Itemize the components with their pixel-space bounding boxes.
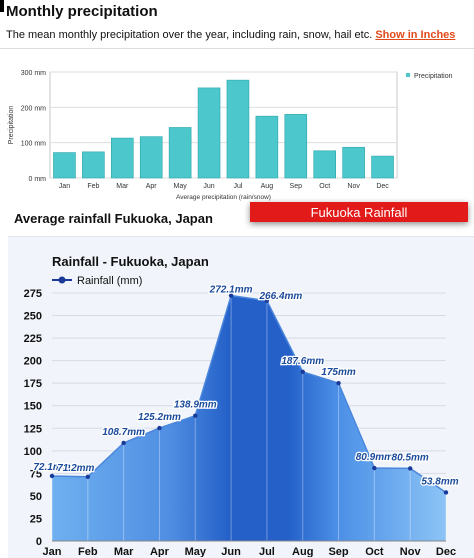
x-tick-label: Mar bbox=[116, 183, 129, 190]
y-tick-label: 175 bbox=[24, 378, 42, 390]
section-title: Average rainfall Fukuoka, Japan bbox=[14, 211, 213, 226]
x-tick-label: May bbox=[185, 546, 207, 557]
subtitle-line: The mean monthly precipitation over the … bbox=[6, 29, 455, 41]
y-tick-label: 225 bbox=[24, 333, 42, 345]
precipitation-bar-chart: 0 mm 100 mm 200 mm 300 mm Jan Feb Mar Apr May Jun… bbox=[8, 70, 453, 201]
bar bbox=[168, 127, 192, 179]
x-tick-label: Dec bbox=[436, 546, 456, 557]
x-tick-label: Apr bbox=[146, 183, 158, 190]
subtitle-text: The mean monthly precipitation over the … bbox=[6, 29, 373, 41]
data-label: 272.1mm bbox=[209, 285, 253, 296]
legend-swatch bbox=[406, 73, 410, 77]
bar bbox=[226, 79, 250, 179]
y-tick-label: 200 mm bbox=[21, 105, 46, 112]
x-tick-label: Oct bbox=[365, 546, 384, 557]
bar bbox=[111, 137, 134, 179]
x-tick-label: Jun bbox=[203, 183, 214, 190]
x-tick-label: Jan bbox=[43, 546, 62, 557]
chart-title: Rainfall - Fukuoka, Japan bbox=[52, 254, 209, 269]
data-point bbox=[49, 473, 55, 479]
legend-label: Rainfall (mm) bbox=[77, 275, 142, 287]
bar bbox=[139, 136, 163, 179]
divider bbox=[0, 48, 474, 49]
y-tick-label: 250 bbox=[24, 311, 42, 323]
x-tick-label: Jul bbox=[233, 183, 242, 190]
x-tick-label: Feb bbox=[78, 546, 98, 557]
data-label: 138.9mm bbox=[174, 400, 217, 411]
legend-label: Precipitation bbox=[414, 73, 453, 80]
data-point bbox=[300, 369, 305, 375]
data-point bbox=[443, 490, 449, 495]
page-title: Monthly precipitation bbox=[6, 3, 158, 20]
y-tick-label: 0 bbox=[36, 536, 42, 548]
y-tick-label: 75 bbox=[30, 468, 42, 480]
y-tick-label: 150 bbox=[24, 401, 42, 413]
bar bbox=[255, 115, 279, 179]
bar bbox=[53, 152, 76, 179]
data-point bbox=[228, 293, 234, 298]
data-label: 80.9mm bbox=[356, 452, 393, 463]
data-label: 125.2mm bbox=[138, 412, 181, 423]
data-label: 53.8mm bbox=[421, 476, 458, 487]
y-tick-label: 125 bbox=[24, 423, 42, 435]
y-tick-label: 100 mm bbox=[21, 141, 46, 148]
data-point bbox=[85, 474, 91, 479]
bar bbox=[342, 146, 365, 179]
data-point bbox=[264, 298, 270, 303]
fukuoka-rainfall-banner: Fukuoka Rainfall bbox=[250, 202, 468, 222]
data-point bbox=[157, 425, 162, 431]
x-tick-label: Aug bbox=[261, 183, 274, 190]
top-edge-marker bbox=[0, 0, 4, 12]
data-point bbox=[193, 413, 198, 418]
x-tick-label: Nov bbox=[400, 546, 422, 557]
x-tick-label: Aug bbox=[292, 546, 313, 557]
x-tick-label: Jul bbox=[259, 546, 275, 557]
y-tick-label: 100 bbox=[24, 446, 42, 458]
y-tick-label: 200 bbox=[24, 356, 42, 368]
y-tick-label: 50 bbox=[30, 491, 42, 503]
data-label: 175mm bbox=[321, 367, 356, 378]
bar bbox=[371, 155, 394, 179]
x-tick-label: Jan bbox=[59, 183, 70, 190]
x-tick-label: Feb bbox=[87, 183, 99, 190]
show-in-inches-link[interactable]: Show in Inches bbox=[375, 29, 456, 41]
bar bbox=[82, 151, 105, 179]
y-axis-label: Precipitation bbox=[8, 106, 15, 145]
x-tick-label: Oct bbox=[319, 183, 330, 190]
data-point bbox=[336, 380, 341, 386]
rainfall-area bbox=[52, 295, 446, 541]
legend-marker bbox=[58, 276, 66, 284]
bar bbox=[197, 87, 221, 179]
x-tick-label: Sep bbox=[328, 546, 348, 557]
data-point bbox=[121, 440, 126, 446]
x-axis-label: Average precipitation (rain/snow) bbox=[176, 194, 271, 201]
data-point bbox=[407, 466, 413, 471]
data-label: 108.7mm bbox=[102, 427, 145, 438]
x-tick-label: Jun bbox=[221, 546, 241, 557]
bar bbox=[284, 114, 308, 179]
data-label: 71.2mm bbox=[57, 463, 94, 474]
bar bbox=[313, 150, 336, 179]
data-label: 266.4mm bbox=[259, 291, 303, 302]
x-tick-label: Mar bbox=[114, 546, 134, 557]
plot-frame bbox=[49, 71, 398, 179]
x-tick-label: Nov bbox=[347, 183, 360, 190]
y-tick-label: 300 mm bbox=[21, 70, 46, 77]
data-label: 187.6mm bbox=[281, 356, 324, 367]
data-label: 72.1mm bbox=[33, 462, 70, 473]
x-tick-label: Dec bbox=[376, 183, 389, 190]
y-tick-label: 275 bbox=[24, 288, 42, 300]
y-tick-label: 25 bbox=[30, 513, 42, 525]
data-label: 80.5mm bbox=[392, 452, 429, 463]
x-tick-label: May bbox=[174, 183, 188, 190]
y-tick-label: 0 mm bbox=[29, 176, 47, 183]
data-point bbox=[372, 465, 377, 471]
x-tick-label: Apr bbox=[150, 546, 170, 557]
x-tick-label: Sep bbox=[290, 183, 303, 190]
rainfall-area-chart: Rainfall - Fukuoka, Japan Rainfall (mm) 0 2… bbox=[24, 254, 460, 557]
rainfall-line bbox=[51, 294, 447, 494]
